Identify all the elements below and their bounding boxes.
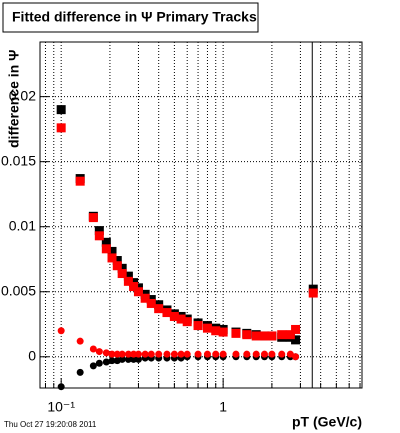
square-marker xyxy=(123,276,133,286)
y-axis-label: difference in Ψ xyxy=(6,50,22,148)
y-tick-label: 0.01 xyxy=(9,217,36,233)
square-marker xyxy=(88,213,98,223)
square-marker xyxy=(291,324,301,334)
circle-marker xyxy=(147,350,155,358)
circle-marker xyxy=(102,358,110,366)
circle-marker xyxy=(292,353,300,361)
square-marker xyxy=(176,314,186,324)
circle-marker xyxy=(76,368,84,376)
square-marker xyxy=(56,105,66,115)
circle-marker xyxy=(243,350,251,358)
x-tick-label: 1 xyxy=(219,399,227,415)
circle-marker xyxy=(95,348,103,356)
chart-title: Fitted difference in Ψ Primary Tracks xyxy=(12,9,257,25)
square-marker xyxy=(277,330,287,340)
circle-marker xyxy=(130,350,138,358)
square-marker xyxy=(133,287,143,297)
circle-marker xyxy=(118,350,126,358)
circle-marker xyxy=(268,350,276,358)
circle-marker xyxy=(252,350,260,358)
x-axis-label: pT (GeV/c) xyxy=(292,414,362,430)
circle-marker xyxy=(134,350,142,358)
square-marker xyxy=(211,326,221,336)
circle-marker xyxy=(124,355,132,363)
square-marker xyxy=(123,271,133,281)
square-marker xyxy=(218,327,228,337)
circle-marker xyxy=(134,355,142,363)
circle-marker xyxy=(278,350,286,358)
circle-marker xyxy=(130,355,138,363)
square-marker xyxy=(112,261,122,271)
title-box xyxy=(2,2,259,33)
square-marker xyxy=(242,330,252,340)
square-marker xyxy=(267,331,277,341)
circle-marker xyxy=(260,350,268,358)
circle-marker xyxy=(95,359,103,367)
square-marker xyxy=(291,335,301,345)
square-marker xyxy=(182,317,192,327)
square-marker xyxy=(146,298,156,308)
plot-area xyxy=(40,42,362,388)
circle-marker xyxy=(212,350,220,358)
circle-marker xyxy=(155,350,163,358)
square-marker xyxy=(101,237,111,247)
y-tick-label: 0 xyxy=(28,347,36,363)
circle-marker xyxy=(163,350,171,358)
circle-marker xyxy=(203,350,211,358)
square-marker xyxy=(231,328,241,338)
circle-marker xyxy=(89,362,97,370)
circle-marker xyxy=(177,350,185,358)
square-marker xyxy=(94,231,104,241)
circle-marker xyxy=(124,350,132,358)
circle-marker xyxy=(113,350,121,358)
y-tick-label: 0.015 xyxy=(1,152,36,168)
square-marker xyxy=(285,330,295,340)
circle-marker xyxy=(102,349,110,357)
square-marker xyxy=(117,263,127,273)
square-marker xyxy=(259,331,269,341)
circle-marker xyxy=(89,345,97,353)
y-tick-label: 0.005 xyxy=(1,282,36,298)
square-marker xyxy=(107,253,117,263)
square-marker xyxy=(140,293,150,303)
circle-marker xyxy=(194,350,202,358)
square-marker xyxy=(169,311,179,321)
square-marker xyxy=(75,176,85,186)
circle-marker xyxy=(57,327,65,335)
circle-marker xyxy=(183,350,191,358)
square-marker xyxy=(56,123,66,133)
circle-marker xyxy=(57,383,65,391)
circle-marker xyxy=(141,350,149,358)
square-marker xyxy=(94,226,104,236)
square-marker xyxy=(107,246,117,256)
square-marker xyxy=(112,256,122,266)
x-tick-label: 10⁻¹ xyxy=(47,399,75,415)
circle-marker xyxy=(286,350,294,358)
square-marker xyxy=(251,331,261,341)
circle-marker xyxy=(108,357,116,365)
circle-marker xyxy=(108,350,116,358)
circle-marker xyxy=(219,350,227,358)
square-marker xyxy=(193,321,203,331)
plot-frame xyxy=(39,41,363,389)
y-tick-label: 0.02 xyxy=(9,87,36,103)
square-marker xyxy=(129,282,139,292)
circle-marker xyxy=(76,337,84,345)
circle-marker xyxy=(170,350,178,358)
square-marker xyxy=(101,244,111,254)
square-marker xyxy=(308,288,318,298)
circle-marker xyxy=(232,350,240,358)
square-marker xyxy=(117,269,127,279)
square-marker xyxy=(202,323,212,333)
square-marker xyxy=(154,304,164,314)
footer: Thu Oct 27 19:20:08 2011 xyxy=(4,420,97,429)
circle-marker xyxy=(118,355,126,363)
square-marker xyxy=(162,308,172,318)
